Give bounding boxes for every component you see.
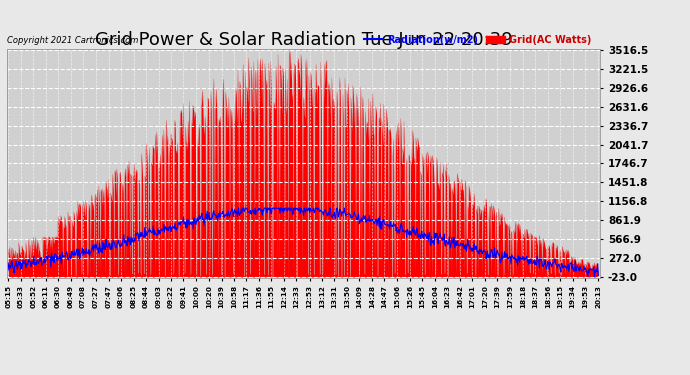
Legend: Radiation(w/m2), Grid(AC Watts): Radiation(w/m2), Grid(AC Watts) (360, 31, 595, 48)
Title: Grid Power & Solar Radiation Tue Jun 22 20:39: Grid Power & Solar Radiation Tue Jun 22 … (95, 31, 513, 49)
Text: Copyright 2021 Cartronics.com: Copyright 2021 Cartronics.com (8, 36, 139, 45)
